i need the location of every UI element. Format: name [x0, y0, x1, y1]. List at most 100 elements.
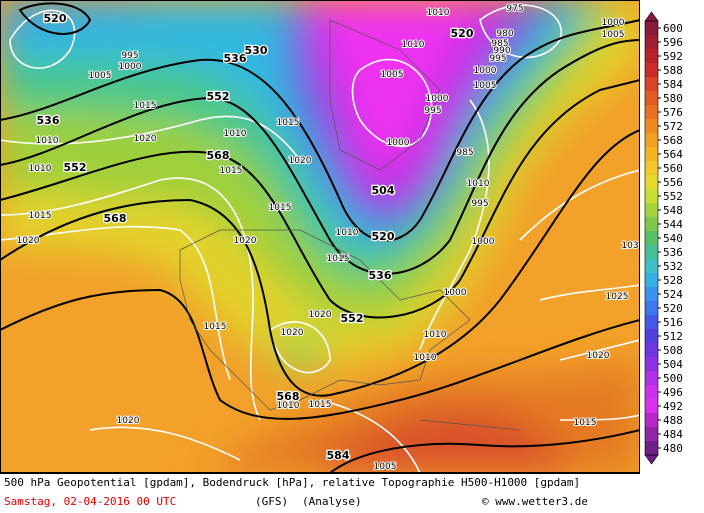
pressure-label: 1005 [381, 70, 404, 80]
colorbar-swatch [645, 371, 658, 386]
map-frame [0, 0, 640, 473]
colorbar-label: 564 [663, 148, 683, 161]
colorbar-label: 484 [663, 428, 683, 441]
footer-date: Samstag, 02-04-2016 00 UTC [4, 495, 176, 508]
geopotential-label: 520 [44, 12, 67, 25]
geopotential-label: 536 [224, 52, 247, 65]
colorbar-label: 572 [663, 120, 683, 133]
colorbar-swatch [645, 175, 658, 190]
pressure-label: 1020 [234, 236, 257, 246]
pressure-label: 1020 [309, 310, 332, 320]
footer-credit: © www.wetter3.de [482, 495, 588, 508]
pressure-label: 995 [471, 199, 488, 209]
pressure-label: 995 [489, 54, 506, 64]
colorbar-swatch [645, 189, 658, 204]
colorbar-swatch [645, 329, 658, 344]
colorbar-swatch [645, 231, 658, 246]
pressure-label: 1020 [134, 134, 157, 144]
geopotential-label: 552 [64, 161, 87, 174]
colorbar-swatch [645, 161, 658, 176]
colorbar-swatch [645, 385, 658, 400]
colorbar-swatch [645, 63, 658, 78]
geopotential-label: 536 [369, 269, 392, 282]
colorbar-swatch [645, 21, 658, 36]
colorbar-label: 532 [663, 260, 683, 273]
pressure-label: 1005 [374, 462, 397, 472]
colorbar-label: 520 [663, 302, 683, 315]
geopotential-label: 536 [37, 114, 60, 127]
colorbar-label: 496 [663, 386, 683, 399]
colorbar-label: 592 [663, 50, 683, 63]
pressure-label: 1000 [474, 66, 497, 76]
pressure-label: 1015 [134, 101, 157, 111]
pressure-label: 1025 [606, 292, 629, 302]
colorbar-swatch [645, 147, 658, 162]
pressure-label: 1010 [427, 8, 450, 18]
pressure-label: 975 [506, 4, 523, 14]
pressure-label: 1005 [89, 71, 112, 81]
pressure-label: 985 [456, 148, 473, 158]
pressure-label: 1015 [269, 203, 292, 213]
colorbar-swatch [645, 119, 658, 134]
colorbar-label: 588 [663, 64, 683, 77]
footer-title: 500 hPa Geopotential [gpdam], Bodendruck… [4, 476, 580, 489]
footer-model: (GFS) [255, 495, 288, 508]
pressure-label: 1010 [29, 164, 52, 174]
pressure-label: 1020 [117, 416, 140, 426]
geopotential-label: 530 [245, 44, 268, 57]
geopotential-label: 552 [341, 312, 364, 325]
pressure-label: 1010 [277, 401, 300, 411]
colorbar-swatch [645, 133, 658, 148]
colorbar-label: 504 [663, 358, 683, 371]
colorbar-label: 540 [663, 232, 683, 245]
colorbar-swatch [645, 245, 658, 260]
colorbar-swatch [645, 273, 658, 288]
colorbar-swatch [645, 301, 658, 316]
pressure-label: 1015 [277, 118, 300, 128]
colorbar-frame [644, 20, 659, 456]
pressure-label: 985 [491, 39, 508, 49]
colorbar-label: 552 [663, 190, 683, 203]
colorbar-swatch [645, 343, 658, 358]
pressure-label: 995 [424, 106, 441, 116]
pressure-label: 1005 [474, 81, 497, 91]
colorbar-arrow-top [644, 11, 659, 22]
colorbar-swatch [645, 315, 658, 330]
pressure-label: 1000 [426, 94, 449, 104]
colorbar-label: 580 [663, 92, 683, 105]
pressure-label: 1000 [602, 18, 625, 28]
pressure-label: 980 [496, 29, 513, 39]
geopotential-label: 568 [277, 390, 300, 403]
geopotential-label: 520 [372, 230, 395, 243]
colorbar-arrow-bottom [644, 454, 659, 465]
pressure-label: 1010 [36, 136, 59, 146]
pressure-label: 1005 [602, 30, 625, 40]
pressure-label: 1020 [17, 236, 40, 246]
pressure-label: 1020 [289, 156, 312, 166]
pressure-label: 1000 [444, 288, 467, 298]
geopotential-label: 552 [207, 90, 230, 103]
colorbar-label: 508 [663, 344, 683, 357]
colorbar-swatch [645, 77, 658, 92]
geopotential-contours [0, 2, 640, 473]
colorbar-label: 524 [663, 288, 683, 301]
colorbar-swatch [645, 259, 658, 274]
geopotential-label: 568 [104, 212, 127, 225]
colorbar-swatch [645, 203, 658, 218]
colorbar-label: 480 [663, 442, 683, 455]
pressure-label: 1015 [29, 211, 52, 221]
colorbar-label: 512 [663, 330, 683, 343]
pressure-label: 995 [121, 51, 138, 61]
pressure-label: 1010 [336, 228, 359, 238]
pressure-label: 990 [493, 46, 510, 56]
pressure-label: 1020 [281, 328, 304, 338]
colorbar-swatch [645, 49, 658, 64]
colorbar-swatch [645, 427, 658, 442]
colorbar-label: 576 [663, 106, 683, 119]
pressure-label: 1010 [224, 129, 247, 139]
geopotential-label: 568 [207, 149, 230, 162]
colorbar-label: 528 [663, 274, 683, 287]
pressure-label: 1020 [587, 351, 610, 361]
